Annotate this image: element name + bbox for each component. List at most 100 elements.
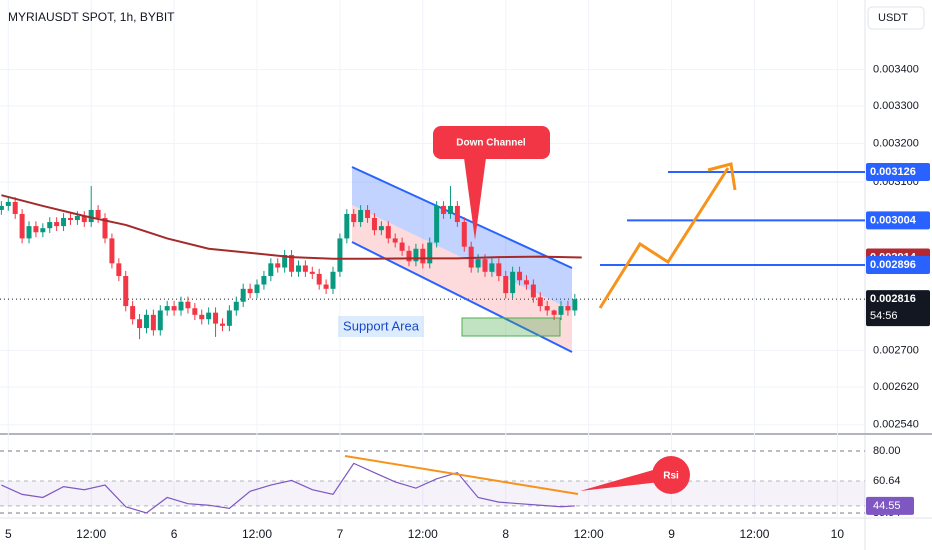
- chart-title: MYRIAUSDT SPOT, 1h, BYBIT: [8, 10, 175, 24]
- candle-body: [137, 319, 143, 329]
- callout-text: Down Channel: [456, 138, 526, 149]
- candle-body: [523, 280, 529, 285]
- candle-body: [510, 271, 516, 294]
- candle-body: [95, 209, 101, 219]
- candle-body: [420, 248, 426, 264]
- candle-body: [109, 238, 115, 264]
- candle-body: [385, 226, 391, 239]
- candle-body: [226, 310, 232, 326]
- y-tick-label: 0.003300: [873, 100, 919, 112]
- candle-body: [289, 254, 295, 272]
- candle-body: [268, 263, 274, 277]
- candle-body: [351, 213, 357, 223]
- candle-body: [530, 284, 536, 298]
- x-tick-label: 9: [668, 527, 675, 541]
- candle-body: [123, 276, 129, 307]
- candle-body: [537, 297, 543, 307]
- callout: [433, 126, 550, 159]
- channel-line: [351, 241, 573, 353]
- candle-body: [358, 209, 364, 223]
- candle-body: [323, 284, 329, 289]
- candle-body: [74, 215, 80, 221]
- candle-body: [192, 308, 198, 315]
- candle-body: [392, 238, 398, 243]
- y-tick-label: 0.003400: [873, 64, 919, 76]
- candle-body: [213, 312, 219, 324]
- candle-body: [399, 242, 405, 251]
- rsi-label-box: [866, 471, 914, 490]
- candle-body: [489, 263, 495, 272]
- candle-body: [247, 288, 253, 294]
- candle-body: [61, 218, 67, 227]
- x-tick-label: 12:00: [408, 527, 438, 541]
- candle-body: [517, 271, 523, 281]
- candle-body: [454, 205, 460, 223]
- candle-body: [157, 310, 163, 331]
- candle-body: [295, 265, 301, 272]
- candle-body: [302, 265, 308, 272]
- price-label-box: [866, 162, 930, 181]
- callout-pointer: [464, 158, 486, 240]
- candle-body: [572, 299, 578, 311]
- candle-body: [309, 271, 315, 274]
- candle-body: [47, 222, 53, 229]
- rsi-tick-label: 80.00: [873, 445, 901, 457]
- channel-lower: [352, 205, 572, 352]
- x-tick-label: 12:00: [242, 527, 272, 541]
- candle-body: [378, 226, 384, 231]
- rsi-band: [0, 480, 865, 506]
- candle-body: [206, 312, 212, 320]
- candle-body: [461, 222, 467, 247]
- y-tick-label: 0.002700: [873, 344, 919, 356]
- x-tick-label: 10: [831, 527, 845, 541]
- x-tick-label: 7: [337, 527, 344, 541]
- candle-body: [413, 248, 419, 262]
- candle-body: [447, 205, 453, 214]
- candle-body: [565, 306, 571, 311]
- support-zone: [461, 317, 561, 337]
- candle-body: [371, 218, 377, 231]
- candle-body: [26, 226, 32, 239]
- candle-body: [337, 238, 343, 272]
- candle-body: [178, 301, 184, 311]
- rsi-label: 60.64: [873, 475, 901, 487]
- candle-body: [5, 201, 11, 206]
- candle-body: [12, 201, 18, 214]
- price-label: 0.002816: [870, 293, 916, 305]
- candle-body: [40, 228, 46, 233]
- candle-body: [275, 263, 281, 268]
- x-tick-label: 12:00: [574, 527, 604, 541]
- candle-body: [503, 276, 509, 294]
- y-tick-label: 0.002540: [873, 419, 919, 431]
- x-tick-label: 8: [502, 527, 509, 541]
- candle-body: [330, 271, 336, 289]
- callout: [652, 456, 690, 494]
- candle-body: [233, 301, 239, 311]
- rsi-line: [1, 462, 575, 514]
- candle-body: [116, 263, 122, 277]
- candle-body: [427, 242, 433, 264]
- candle-body: [406, 250, 412, 262]
- candle-body: [475, 259, 481, 268]
- candle-body: [88, 209, 94, 223]
- candle-body: [164, 306, 170, 311]
- x-tick-label: 5: [5, 527, 12, 541]
- arrow-head: [707, 162, 737, 191]
- support-label-bg: [338, 316, 424, 337]
- countdown: 54:56: [870, 310, 898, 322]
- candle-body: [67, 218, 73, 221]
- rsi-label: 44.55: [873, 500, 901, 512]
- candle-body: [150, 314, 156, 331]
- rsi-label-box: [866, 496, 914, 515]
- x-tick-label: 12:00: [739, 527, 769, 541]
- candle-body: [558, 306, 564, 315]
- candle-body: [19, 213, 25, 239]
- candle-body: [254, 284, 260, 294]
- x-tick-label: 12:00: [76, 527, 106, 541]
- price-label: 0.002896: [870, 259, 916, 271]
- candle-body: [102, 218, 108, 239]
- price-label: 0.003126: [870, 166, 916, 178]
- moving-average: [1, 194, 582, 260]
